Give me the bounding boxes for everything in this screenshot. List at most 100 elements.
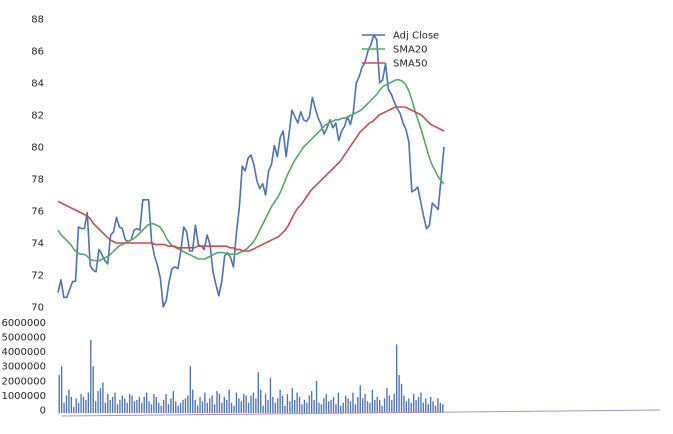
volume-bar — [332, 396, 335, 413]
price-y-tick-label: 84 — [31, 79, 44, 90]
volume-bar — [313, 399, 315, 413]
volume-bar — [226, 399, 228, 413]
volume-bar — [230, 402, 233, 413]
volume-bar — [189, 366, 191, 413]
volume-bar — [437, 398, 439, 413]
volume-bar — [383, 398, 386, 413]
volume-bar — [194, 399, 196, 413]
volume-bar — [318, 402, 320, 413]
volume-bar — [381, 405, 383, 413]
volume-bar — [223, 396, 225, 413]
volume-bar — [427, 404, 429, 413]
volume-bar — [196, 405, 199, 413]
volume-bar — [286, 394, 289, 413]
volume-bar — [439, 402, 442, 413]
volume-bar — [80, 394, 82, 413]
legend-label: SMA50 — [393, 59, 428, 70]
volume-bar — [301, 404, 303, 413]
volume-bar — [432, 401, 434, 413]
volume-bar — [158, 402, 160, 413]
volume-bar — [141, 402, 143, 413]
volume-bar — [386, 388, 388, 413]
legend-label: Adj Close — [393, 31, 439, 42]
volume-y-axis: 0 1000000 2000000 3000000 4000000 5000000 6000… — [1, 318, 46, 417]
volume-bar — [357, 396, 359, 413]
volume-bar — [63, 402, 65, 413]
volume-bar — [330, 399, 332, 413]
price-y-tick-label: 80 — [31, 143, 44, 154]
volume-bar — [99, 388, 102, 413]
volume-bar — [155, 396, 157, 413]
volume-bar — [218, 394, 221, 413]
volume-bar — [150, 404, 153, 413]
volume-bar — [204, 392, 206, 413]
volume-bar — [352, 392, 354, 413]
volume-bar — [320, 404, 323, 413]
volume-bar — [391, 399, 393, 413]
series-line-adj-close — [57, 34, 445, 308]
volume-bar — [85, 399, 87, 413]
volume-bar — [238, 398, 240, 413]
volume-bar — [257, 372, 259, 413]
price-y-tick-label: 82 — [31, 111, 44, 122]
volume-bar — [199, 396, 201, 413]
volume-bar — [340, 405, 342, 413]
volume-bar — [425, 398, 427, 413]
volume-bars — [58, 340, 444, 413]
volume-bar — [216, 391, 218, 413]
volume-bar — [347, 398, 349, 413]
volume-bar — [211, 395, 213, 413]
volume-bar — [184, 398, 187, 413]
volume-bar — [255, 398, 257, 413]
volume-bar — [408, 398, 410, 413]
series-line-sma50 — [57, 106, 445, 252]
volume-bar — [306, 402, 308, 413]
volume-bar — [235, 392, 238, 413]
volume-bar — [308, 395, 310, 413]
volume-y-tick-label: 5000000 — [1, 333, 46, 344]
volume-bar — [233, 405, 235, 413]
volume-bar — [87, 392, 90, 413]
volume-bar — [366, 401, 369, 413]
volume-bar — [119, 399, 121, 413]
volume-bar — [364, 394, 366, 413]
volume-bar — [92, 366, 94, 413]
volume-bar — [345, 395, 347, 413]
volume-bar — [209, 398, 211, 413]
legend: Adj Close SMA20 SMA50 — [362, 31, 439, 70]
volume-bar — [284, 405, 286, 413]
volume-bar — [124, 398, 126, 413]
volume-bar — [104, 402, 107, 413]
volume-bar — [160, 405, 162, 413]
volume-bar — [77, 402, 80, 413]
volume-bar — [400, 383, 403, 413]
volume-bar — [102, 382, 104, 413]
volume-bar — [395, 344, 398, 413]
volume-bar — [250, 395, 252, 413]
volume-bar — [393, 394, 395, 413]
volume-bar — [172, 391, 174, 413]
price-lines — [57, 34, 445, 308]
volume-bar — [403, 395, 405, 413]
volume-bar — [165, 394, 167, 413]
volume-bar — [281, 395, 284, 413]
volume-bar — [420, 392, 422, 413]
volume-bar — [311, 391, 313, 413]
volume-bar — [417, 396, 420, 413]
volume-bar — [328, 401, 330, 413]
volume-bar — [131, 395, 133, 413]
volume-bar — [177, 405, 179, 413]
volume-bar — [269, 377, 272, 413]
volume-bar — [94, 401, 97, 413]
volume-bar — [337, 392, 340, 413]
volume-bar — [58, 375, 60, 413]
volume-bar — [272, 396, 274, 413]
volume-bar — [240, 401, 242, 413]
volume-bar — [107, 394, 109, 413]
volume-bar — [90, 340, 92, 413]
volume-bar — [247, 402, 250, 413]
volume-bar — [429, 396, 432, 413]
volume-bar — [277, 398, 279, 413]
price-y-axis: 70 72 74 76 78 80 82 84 86 88 — [31, 15, 44, 314]
price-y-tick-label: 78 — [31, 175, 44, 186]
